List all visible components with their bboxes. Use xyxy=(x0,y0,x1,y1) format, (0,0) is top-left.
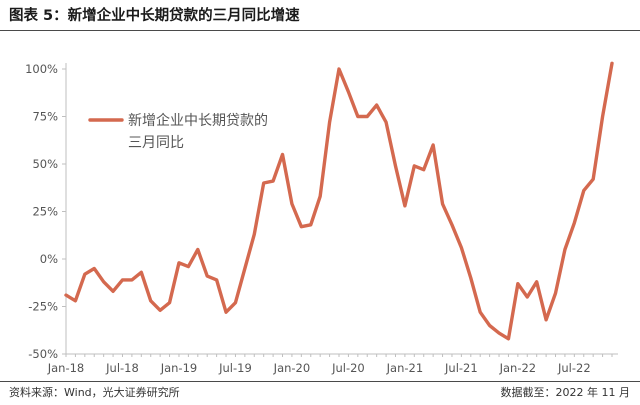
y-tick-label: -50% xyxy=(28,347,58,361)
line-chart: -50%-25%0%25%50%75%100% Jan-18 Jul-18 Jan-… xyxy=(25,61,618,375)
x-tick-label: Jul-19 xyxy=(218,361,252,375)
header-rule xyxy=(0,30,640,31)
data-date-note: 数据截至：2022 年 11 月 xyxy=(500,386,630,399)
y-tick-label: 100% xyxy=(25,62,58,76)
chart-title: 图表 5：新增企业中长期贷款的三月同比增速 xyxy=(9,8,300,24)
x-tick-label: Jan-19 xyxy=(160,361,198,375)
legend: 新增企业中长期贷款的三月同比 xyxy=(88,112,268,151)
source-note: 资料来源：Wind，光大证券研究所 xyxy=(9,386,180,399)
legend-label: 新增企业中长期贷款的 xyxy=(128,112,268,129)
y-tick-label: 50% xyxy=(32,157,58,171)
x-tick-label: Jul-18 xyxy=(105,361,139,375)
x-tick-label: Jan-18 xyxy=(47,361,85,375)
legend-label: 三月同比 xyxy=(128,135,184,151)
x-axis: Jan-18 Jul-18 Jan-19 Jul-19 Jan-20 Jul-20 Jan-… xyxy=(47,353,618,375)
y-tick-label: 0% xyxy=(40,252,58,266)
series-group xyxy=(64,61,614,341)
x-tick-label: Jul-21 xyxy=(444,361,478,375)
x-tick-label: Jan-22 xyxy=(499,361,537,375)
x-tick-label: Jul-22 xyxy=(557,361,591,375)
y-tick-label: -25% xyxy=(28,300,58,314)
y-tick-label: 75% xyxy=(32,110,58,124)
series-line xyxy=(64,61,614,341)
y-tick-label: 25% xyxy=(32,205,58,219)
y-axis: -50% -25% 0% 25% 50% 75% 100% xyxy=(25,62,67,361)
footer-rule xyxy=(0,381,640,382)
x-tick-label: Jan-20 xyxy=(273,361,311,375)
x-tick-label: Jan-21 xyxy=(386,361,424,375)
x-tick-label: Jul-20 xyxy=(331,361,365,375)
